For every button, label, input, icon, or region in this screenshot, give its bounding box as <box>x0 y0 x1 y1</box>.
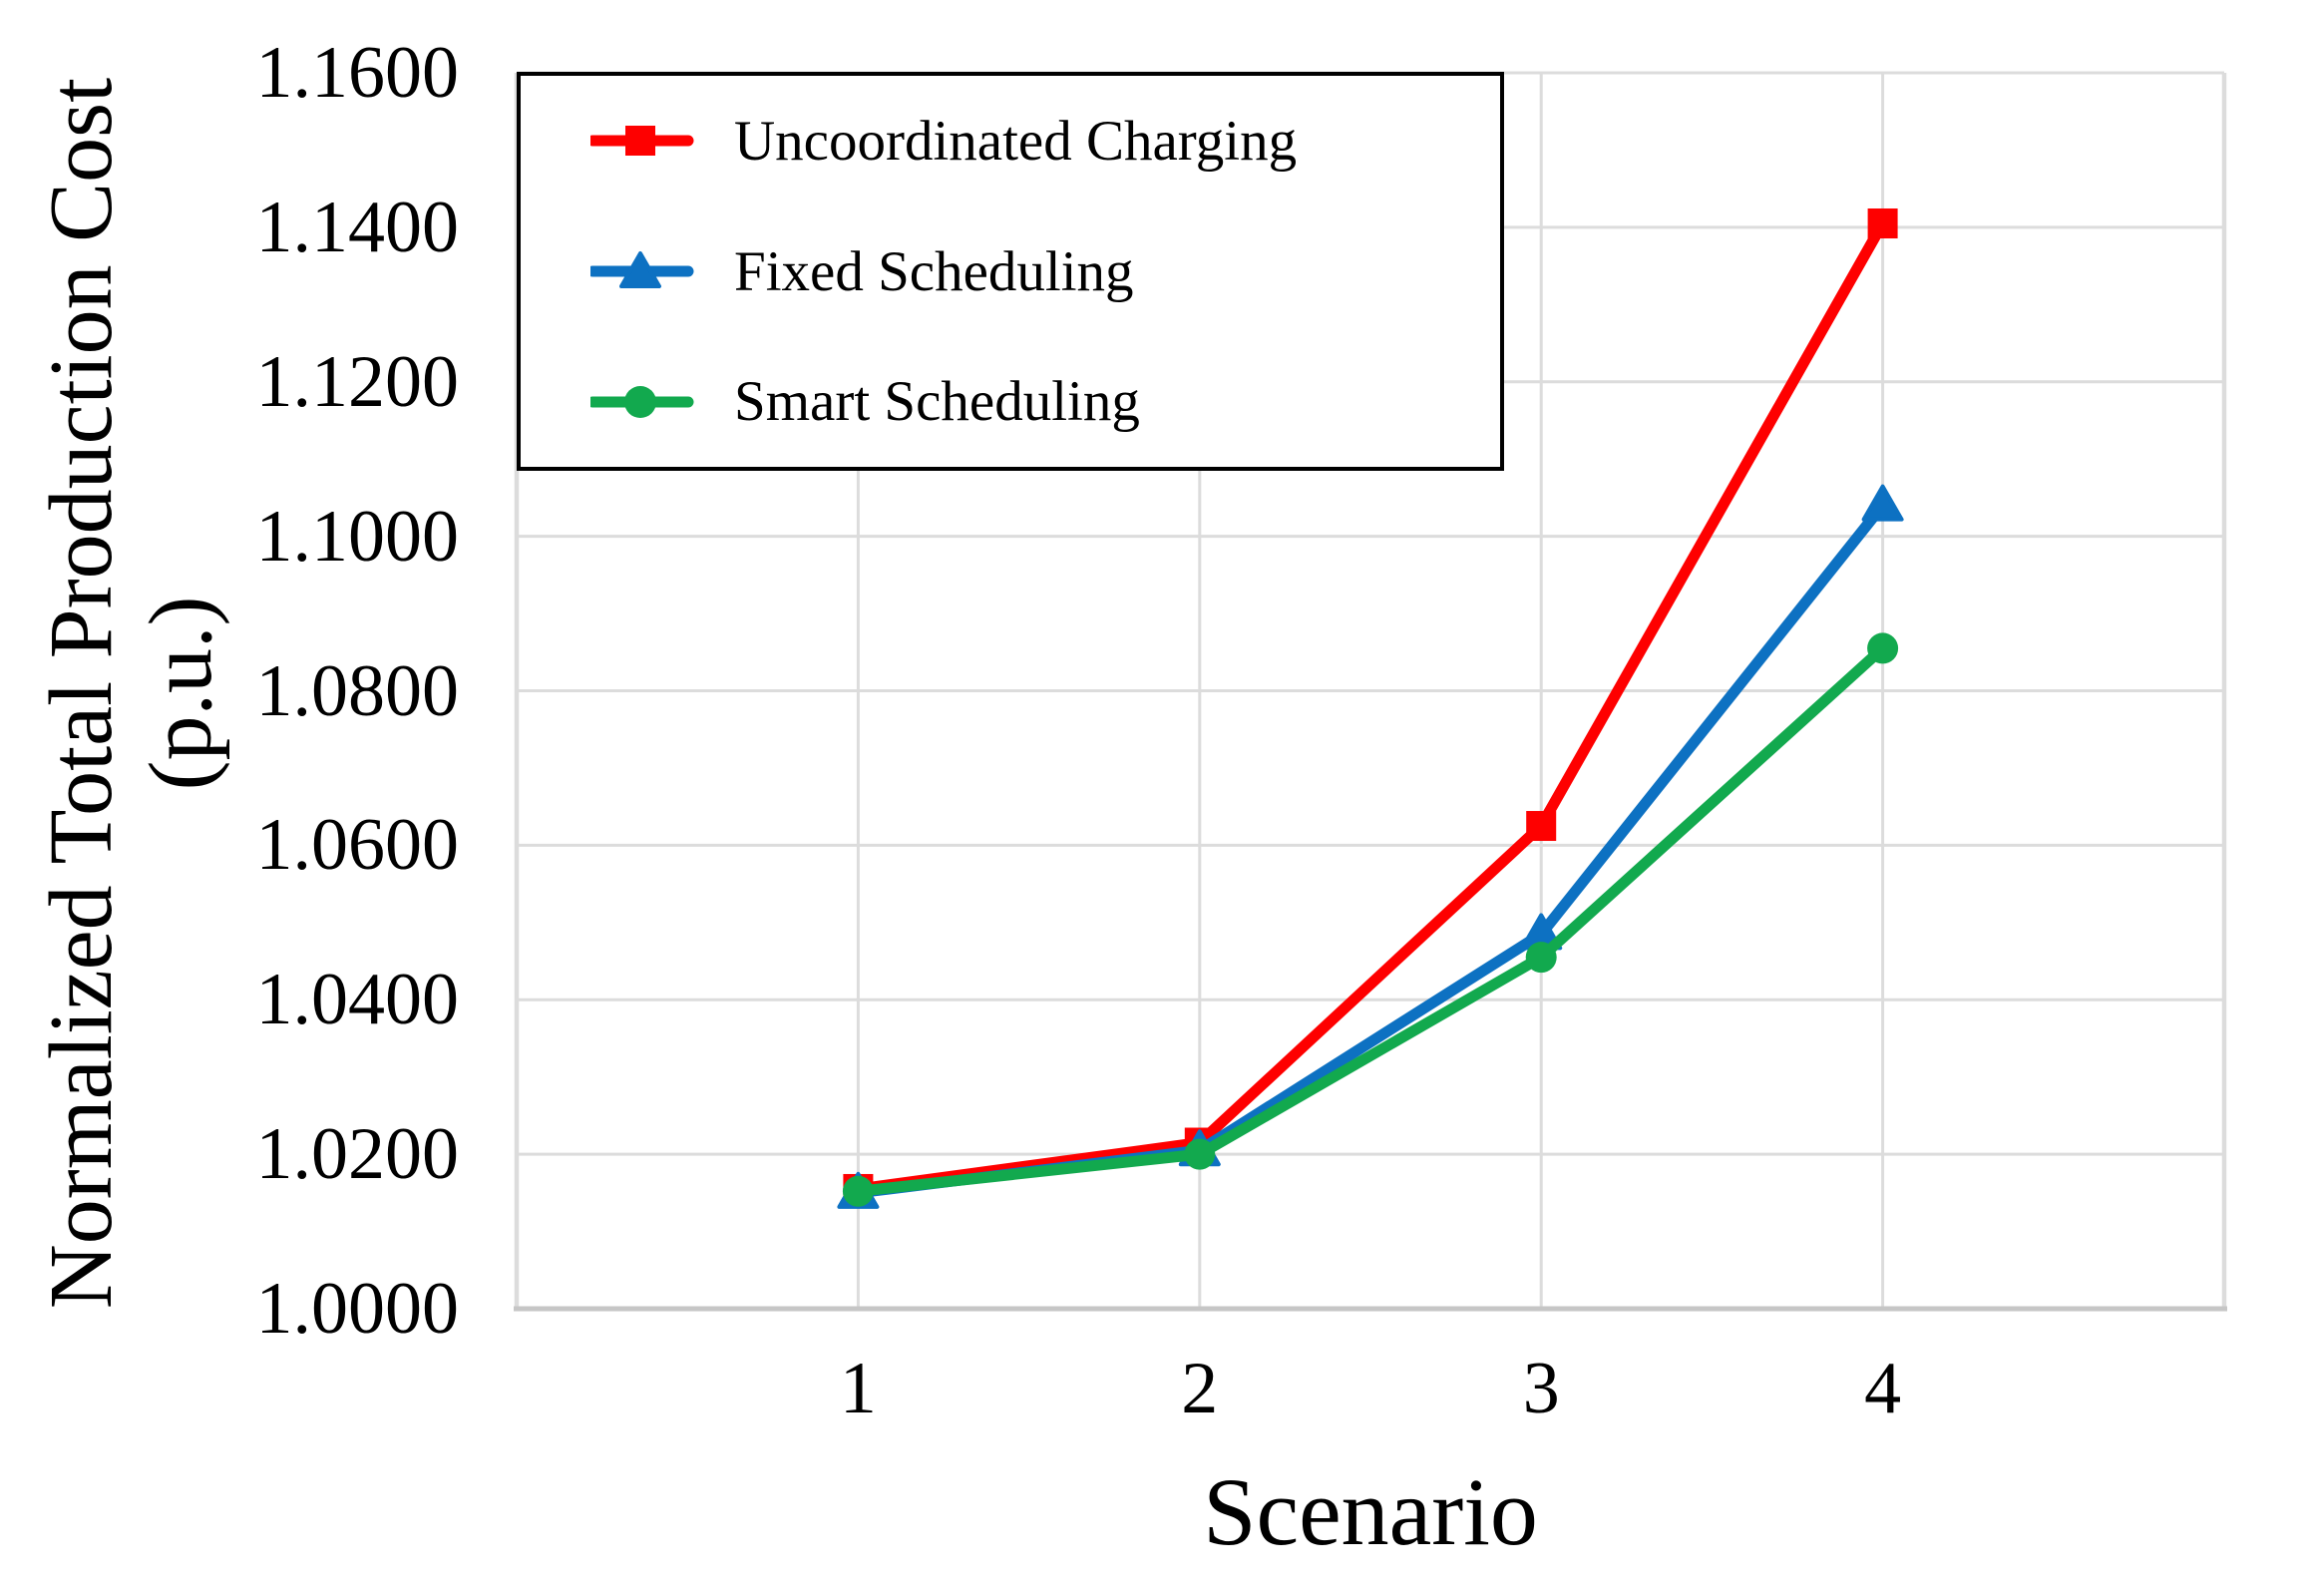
y-tick-label: 1.0600 <box>255 804 460 887</box>
y-tick-label: 1.1400 <box>255 186 460 268</box>
y-tick-label: 1.1000 <box>255 495 460 578</box>
legend-marker-circle <box>590 385 694 418</box>
legend-marker-triangle <box>590 251 694 288</box>
legend-item-smart-scheduling: Smart Scheduling <box>521 336 1500 467</box>
series-line-triangle <box>852 500 1889 1199</box>
legend-marker-square <box>590 126 694 157</box>
data-point-square <box>1526 811 1557 842</box>
legend-item-uncoordinated-charging: Uncoordinated Charging <box>521 76 1500 206</box>
legend-label: Smart Scheduling <box>734 370 1140 434</box>
series-line-square <box>852 217 1889 1195</box>
data-point-triangle <box>1861 484 1904 522</box>
data-point-circle <box>842 1175 874 1207</box>
series-line-circle <box>852 642 1889 1197</box>
legend-label: Uncoordinated Charging <box>734 109 1298 173</box>
data-point-circle <box>1867 632 1899 664</box>
legend: Uncoordinated Charging Fixed Scheduling … <box>517 72 1504 471</box>
x-tick-label: 4 <box>1864 1348 1902 1429</box>
x-tick-label: 3 <box>1522 1348 1560 1429</box>
legend-item-fixed-scheduling: Fixed Scheduling <box>521 206 1500 337</box>
x-axis-title: Scenario <box>1203 1458 1538 1565</box>
legend-label: Fixed Scheduling <box>734 239 1134 303</box>
y-axis-title: Normalized Total Production Cost (p.u.) <box>32 0 231 1392</box>
y-axis-title-line2: (p.u.) <box>132 596 230 791</box>
data-point-square <box>1867 208 1898 239</box>
data-point-circle <box>1525 942 1557 974</box>
data-point-circle <box>1184 1138 1216 1170</box>
y-tick-label: 1.0800 <box>255 649 460 732</box>
y-tick-label: 1.1600 <box>255 32 460 114</box>
y-axis-title-line1: Normalized Total Production Cost <box>32 77 131 1310</box>
y-tick-label: 1.0200 <box>255 1113 460 1196</box>
x-tick-label: 1 <box>839 1348 877 1429</box>
x-tick-label: 2 <box>1181 1348 1219 1429</box>
y-tick-label: 1.1200 <box>255 340 460 423</box>
y-tick-label: 1.0400 <box>255 959 460 1041</box>
y-tick-label: 1.0000 <box>255 1268 460 1350</box>
